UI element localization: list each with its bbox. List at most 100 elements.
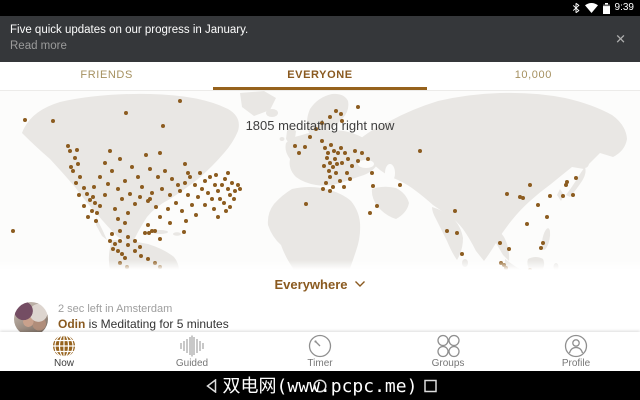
meditator-dot — [304, 202, 308, 206]
meditator-dot — [133, 202, 137, 206]
meditator-dot — [170, 177, 174, 181]
list-item[interactable]: 2 sec left in Amsterdam Odin is Meditati… — [58, 298, 229, 332]
android-nav-bar: 双电网(www.pcpc.me) — [0, 371, 640, 400]
meditator-dot — [335, 162, 339, 166]
meditator-dot — [328, 175, 332, 179]
clock: 9:39 — [614, 2, 634, 13]
meditator-dot — [220, 183, 224, 187]
meditator-dot — [186, 171, 190, 175]
meditator-dot — [158, 215, 162, 219]
meditator-dot — [371, 184, 375, 188]
notification-banner[interactable]: Five quick updates on our progress in Ja… — [0, 16, 640, 62]
meditator-dot — [322, 164, 326, 168]
region-filter[interactable]: Everywhere — [0, 270, 640, 298]
meditator-dot — [320, 121, 324, 125]
meditator-dot — [161, 124, 165, 128]
meditator-dot — [336, 151, 340, 155]
meditator-dot — [106, 182, 110, 186]
nav-item-groups[interactable]: Groups — [384, 332, 512, 371]
meditator-dot — [418, 149, 422, 153]
meditator-dot — [293, 144, 297, 148]
nav-label-profile: Profile — [561, 358, 591, 369]
tab-friends[interactable]: FRIENDS — [80, 68, 133, 81]
meditator-dot — [163, 169, 167, 173]
meditator-dot — [150, 191, 154, 195]
meditator-dot — [521, 196, 525, 200]
meditator-dot — [303, 145, 307, 149]
meditator-dot — [213, 183, 217, 187]
meditator-dot — [94, 219, 98, 223]
meditator-dot — [366, 157, 370, 161]
nav-item-timer[interactable]: Timer — [256, 332, 384, 371]
meditator-dot — [178, 189, 182, 193]
meditator-dot — [340, 119, 344, 123]
meditator-dot — [226, 187, 230, 191]
region-filter-label[interactable]: Everywhere — [274, 276, 348, 292]
meditator-dot — [184, 219, 188, 223]
meditator-dot — [183, 181, 187, 185]
meditator-dot — [223, 177, 227, 181]
meditator-dot — [188, 175, 192, 179]
tab-10000[interactable]: 10,000 — [514, 68, 552, 81]
meditator-dot — [331, 185, 335, 189]
meditator-dot — [332, 149, 336, 153]
recents-icon[interactable] — [424, 379, 437, 392]
world-map[interactable]: 1805 meditating right now — [0, 90, 640, 272]
meditator-dot — [370, 171, 374, 175]
meditator-dot — [110, 232, 114, 236]
nav-item-guided[interactable]: Guided — [128, 332, 256, 371]
read-more-link[interactable]: Read more — [10, 40, 67, 52]
meditator-dot — [123, 179, 127, 183]
meditator-dot — [174, 201, 178, 205]
nav-item-now[interactable]: Now — [0, 332, 128, 371]
meditator-dot — [460, 252, 464, 256]
meditator-dot — [216, 215, 220, 219]
meditator-dot — [375, 204, 379, 208]
meditator-dot — [91, 195, 95, 199]
meditator-dot — [116, 187, 120, 191]
meditator-dot — [147, 231, 151, 235]
meditator-dot — [571, 193, 575, 197]
meditator-dot — [183, 162, 187, 166]
meditator-dot — [138, 245, 142, 249]
meditator-dot — [353, 149, 357, 153]
meditator-dot — [133, 239, 137, 243]
meditator-dot — [118, 239, 122, 243]
meditator-dot — [148, 167, 152, 171]
meditator-dot — [103, 193, 107, 197]
meditator-dot — [368, 211, 372, 215]
meditator-dot — [78, 175, 82, 179]
close-icon[interactable]: ✕ — [615, 31, 626, 47]
meditator-dot — [314, 127, 318, 131]
meditator-dot — [565, 180, 569, 184]
notification-title: Five quick updates on our progress in Ja… — [10, 24, 249, 36]
meditator-dot — [233, 189, 237, 193]
meditator-dot — [23, 118, 27, 122]
meditator-dot — [158, 237, 162, 241]
meditator-dot — [350, 164, 354, 168]
tab-everyone[interactable]: EVERYONE — [213, 62, 427, 90]
meditator-dot — [113, 207, 117, 211]
meditator-dot — [206, 191, 210, 195]
nav-label-now: Now — [53, 358, 74, 369]
session-time-status: 2 sec left in Amsterdam — [58, 303, 173, 315]
nav-item-profile[interactable]: Profile — [512, 332, 640, 371]
meditator-dot — [343, 151, 347, 155]
back-icon[interactable] — [206, 378, 217, 393]
meditator-dot — [110, 169, 114, 173]
meditator-dot — [136, 175, 140, 179]
meditating-count-caption: 1805 meditating right now — [245, 118, 395, 133]
avatar[interactable] — [14, 302, 48, 336]
meditator-dot — [88, 198, 92, 202]
sound-bars-icon — [179, 334, 205, 358]
meditator-dot — [561, 194, 565, 198]
meditator-dot — [455, 231, 459, 235]
meditator-dot — [118, 157, 122, 161]
home-icon[interactable] — [313, 378, 327, 393]
meditator-dot — [338, 179, 342, 183]
session-activity-text: is Meditating for 5 minutes — [85, 317, 229, 331]
timer-icon — [308, 334, 332, 358]
meditator-dot — [168, 193, 172, 197]
meditator-dot — [230, 181, 234, 185]
meditator-dot — [331, 165, 335, 169]
